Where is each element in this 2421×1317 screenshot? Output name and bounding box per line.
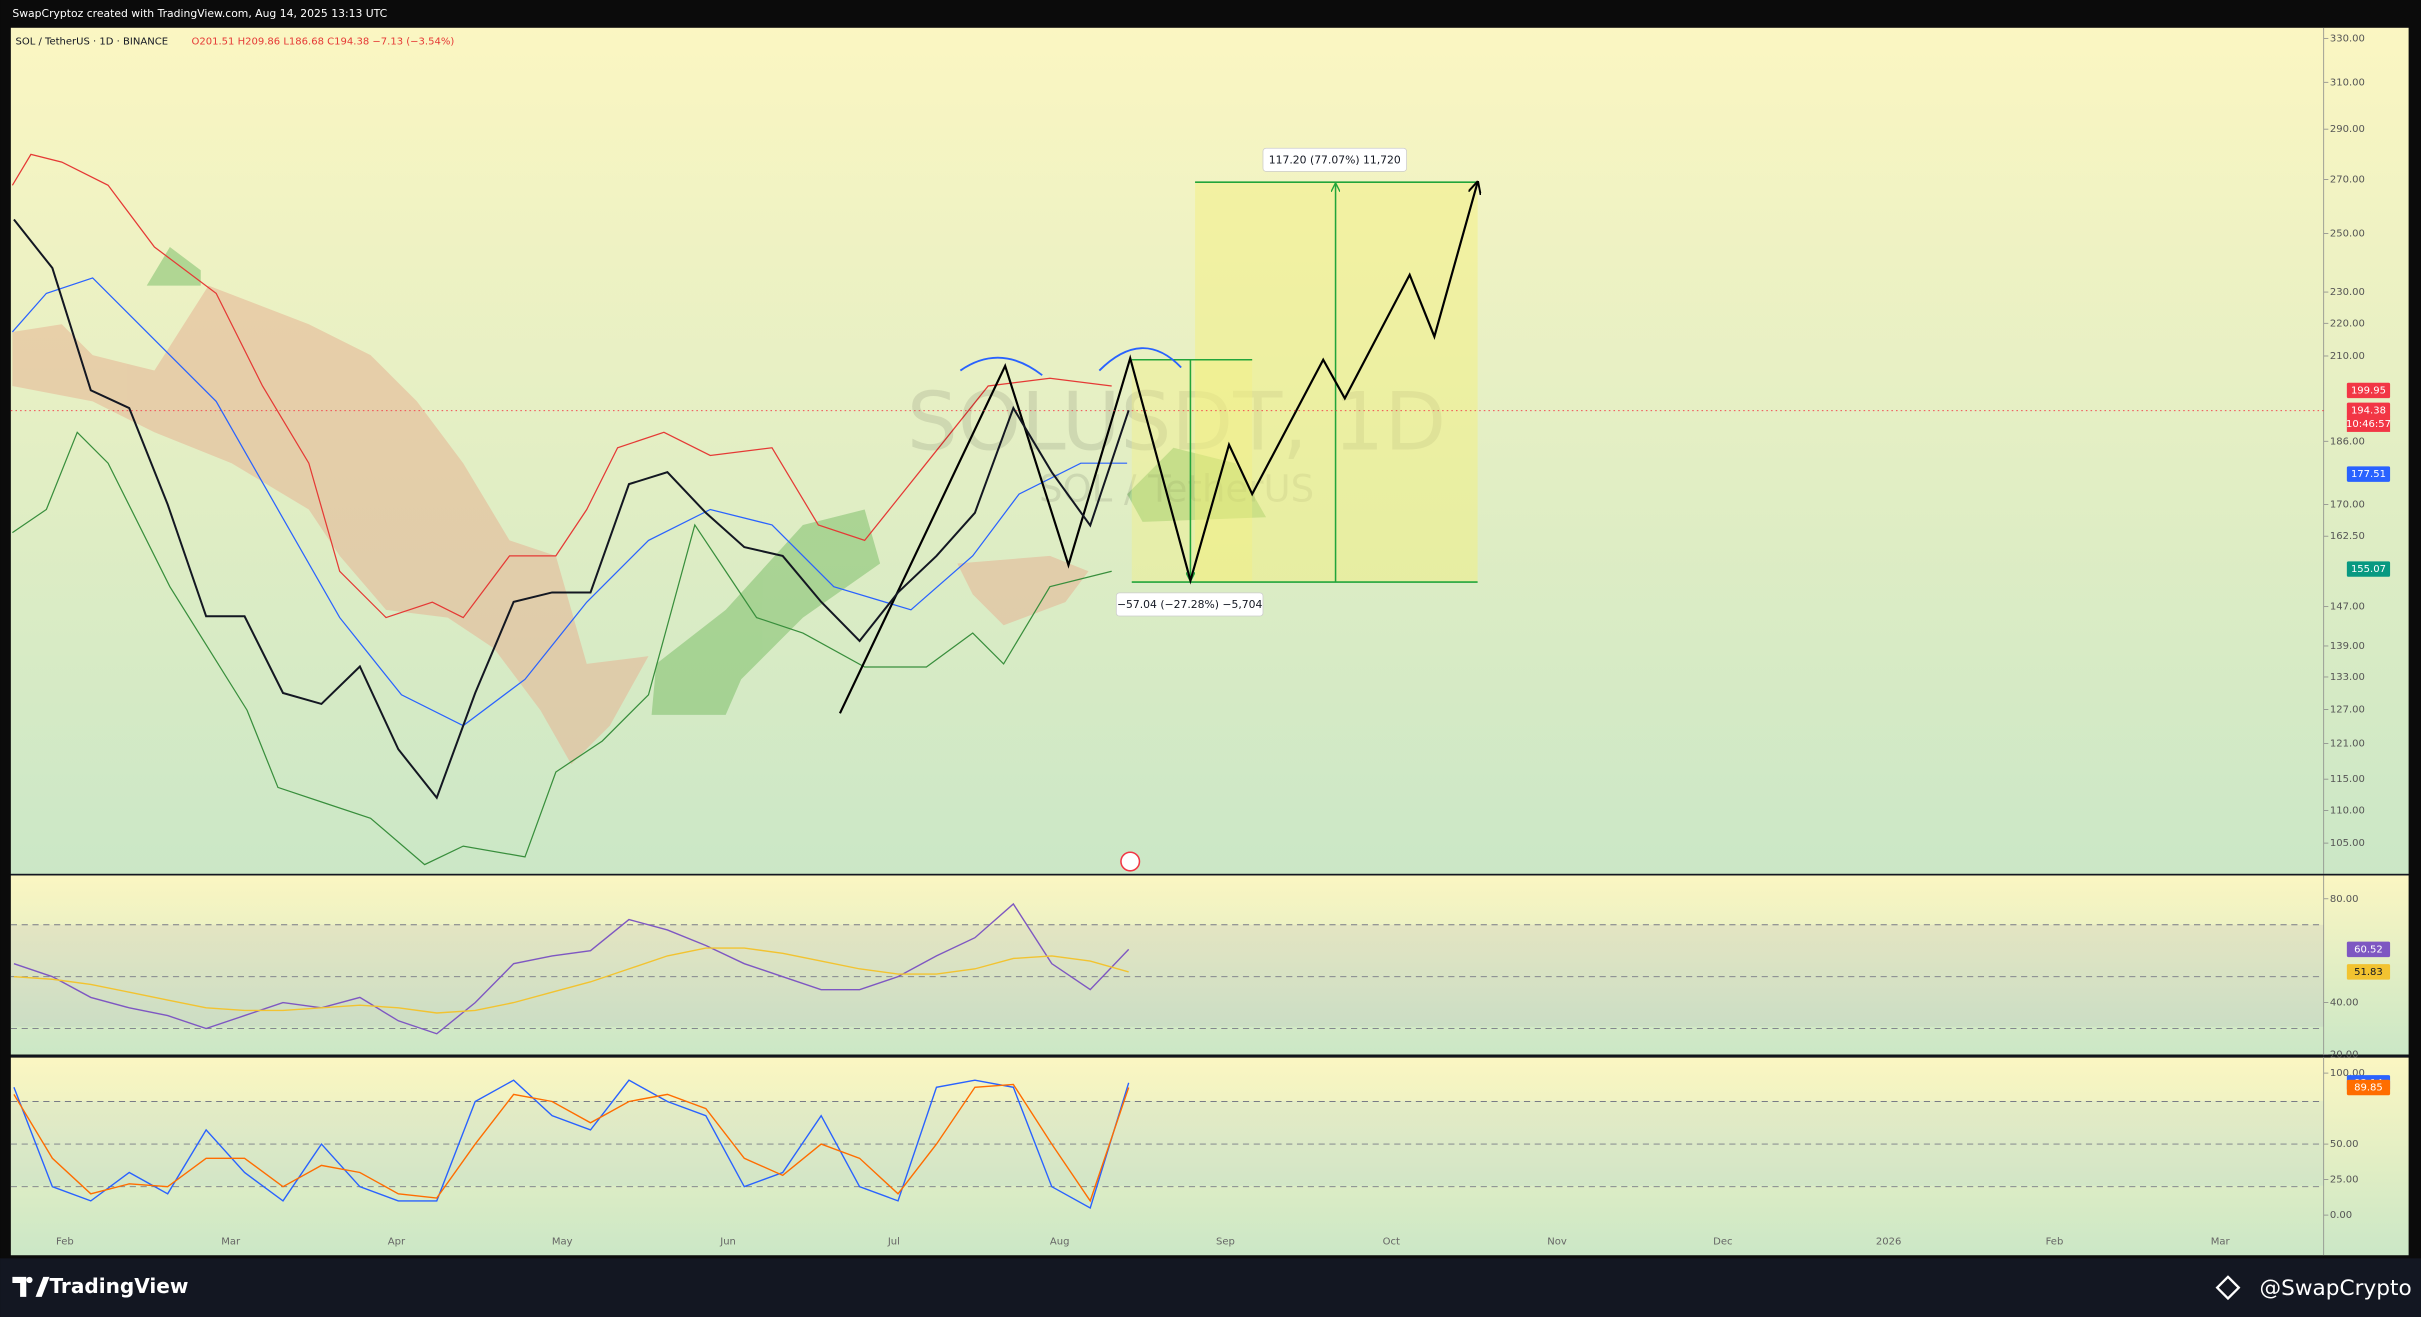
credit: SwapCryptoz created with TradingView.com… [12,7,387,20]
ichimoku-cloud [12,247,1267,765]
bollinger [11,153,1128,866]
series-line [13,218,1130,800]
plot [13,218,1130,800]
x-tick-label: Jul [887,1236,900,1247]
price-tag [2346,1079,2391,1096]
rsi-band [10,924,2324,1027]
price-tag [2346,402,2391,419]
y-tick-label: 220.00 [2330,318,2365,329]
price-tag-label: 199.95 [2351,385,2386,396]
x-tick-label: Sep [1216,1236,1235,1247]
price-tag-label: 155.07 [2351,564,2386,575]
top-arcs [959,347,1182,376]
y-tick-label: 25.00 [2330,1175,2359,1186]
y-tick-label: 330.00 [2330,33,2365,44]
y-tick-label: 230.00 [2330,287,2365,298]
measure-text: −57.04 (−27.28%) −5,704 [1117,598,1263,611]
measure-label: −57.04 (−27.28%) −5,704 [1115,592,1264,617]
x-tick-label: Mar [221,1236,241,1247]
y-tick-label: 310.00 [2330,77,2365,88]
y-tick-label: 50.00 [2330,1139,2359,1150]
stoch-pane [10,1057,2409,1256]
x-tick-label: Apr [388,1236,406,1247]
x-tick-label: Feb [56,1236,74,1247]
countdown-tag [2346,416,2391,432]
y-tick-label: 133.00 [2330,672,2365,683]
y-tick-label: 186.00 [2330,436,2365,447]
x-tick-label: Dec [1713,1236,1732,1247]
x-tick-label: Oct [1383,1236,1400,1247]
series-line [13,1083,1130,1203]
watermark-sub: SOL / TetherUS [1039,467,1314,510]
y-tick-label: 20.00 [2330,1050,2359,1061]
y-tick-label: 162.50 [2330,531,2365,542]
y-tick-label: 210.00 [2330,351,2365,362]
y-tick-label: 80.00 [2330,894,2359,905]
drop-zone [1131,359,1253,583]
y-tick-label: 147.00 [2330,602,2365,613]
price-tag [2346,561,2391,577]
x-tick-label: May [552,1236,573,1247]
measure-label: 117.20 (77.07%) 11,720 [1262,147,1407,172]
plot [10,902,2324,1035]
stoch-band [10,1100,2324,1186]
y-tick-label: 110.00 [2330,805,2365,816]
price-tag-label: 177.51 [2351,469,2386,480]
price-tag-label: 89.85 [2354,1083,2383,1094]
plot [10,1079,2324,1210]
y-tick-label: 127.00 [2330,704,2365,715]
y-tick-label: 0.00 [2330,1210,2352,1221]
price-tag [2346,382,2391,399]
series-line [13,902,1130,1035]
x-tick-label: Mar [2211,1236,2231,1247]
y-tick-label: 170.00 [2330,499,2365,510]
brand[interactable]: TradingView [49,1274,188,1298]
price-tag [2346,964,2391,980]
countdown: 10:46:57 [2346,419,2391,430]
x-tick-label: Nov [1547,1236,1567,1247]
projection-zigzag [838,182,1478,714]
series-line [13,1079,1130,1210]
tv-logo [12,1276,50,1297]
price-tag [2346,466,2391,482]
y-tick-label: 115.00 [2330,774,2365,785]
series-line [13,947,1129,1014]
author[interactable]: @SwapCrypto [2260,1276,2412,1301]
y-tick-label: 250.00 [2330,228,2365,239]
y-tick-label: 100.00 [2330,1068,2365,1079]
price-tag-label: 60.52 [2354,944,2383,955]
y-tick-label: 105.00 [2330,838,2365,849]
x-tick-label: 2026 [1876,1236,1902,1247]
author-icon [2215,1275,2241,1301]
y-tick-label: 270.00 [2330,174,2365,185]
y-tick-label: 40.00 [2330,998,2359,1009]
event-icon[interactable] [1120,851,1141,872]
footer-bar [0,1258,2421,1317]
x-tick-label: Feb [2046,1236,2064,1247]
x-tick-label: Jun [719,1236,736,1247]
price-tag [2346,941,2391,958]
y-tick-label: 139.00 [2330,641,2365,652]
y-tick-label: 121.00 [2330,738,2365,749]
price-tag-label: 51.83 [2354,967,2383,978]
y-tick-label: 290.00 [2330,124,2365,135]
ohlc: O201.51 H209.86 L186.68 C194.38 −7.13 (−… [191,37,454,48]
price-tag-label: 194.38 [2351,405,2386,416]
x-tick-label: Aug [1050,1236,1070,1247]
measure-text: 117.20 (77.07%) 11,720 [1269,154,1401,167]
symbol: SOL / TetherUS · 1D · BINANCE [15,37,168,48]
